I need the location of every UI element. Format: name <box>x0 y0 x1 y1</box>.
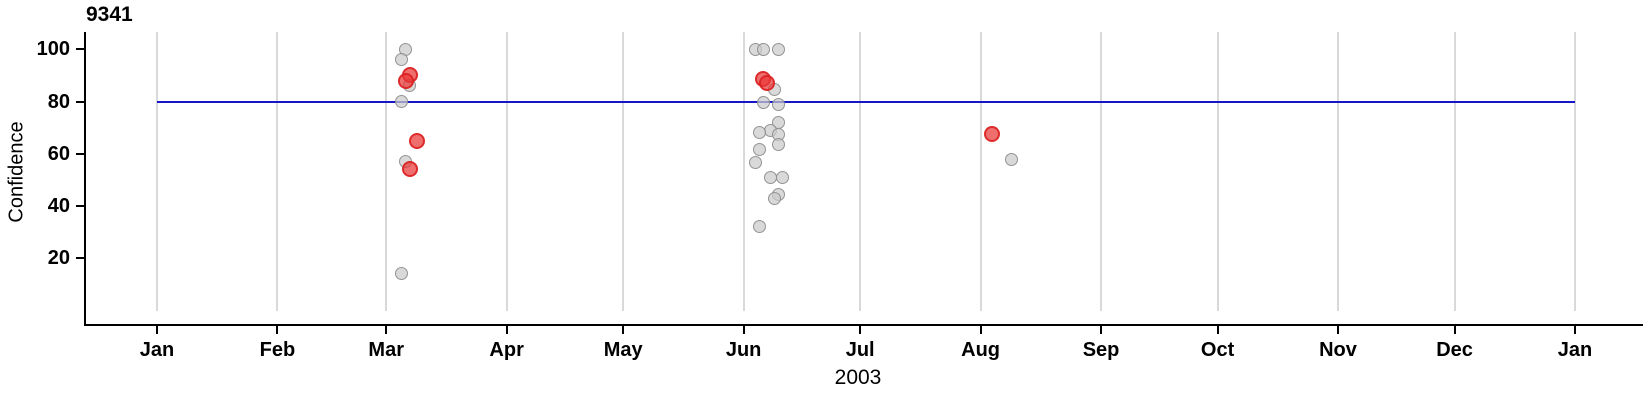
x-tick-label: Aug <box>961 339 1001 361</box>
x-tick-mark <box>1216 326 1219 334</box>
threshold-line <box>157 100 1575 103</box>
y-tick-label: 60 <box>47 142 70 165</box>
month-gridline <box>979 32 982 311</box>
month-gridline <box>1100 32 1103 311</box>
x-tick-label: May <box>603 339 643 361</box>
y-tick-mark <box>76 152 84 155</box>
y-tick-mark <box>76 205 84 208</box>
x-tick-label: Nov <box>1319 339 1357 361</box>
y-tick-mark <box>76 100 84 103</box>
data-point-gray-points <box>395 53 409 67</box>
month-gridline <box>742 32 745 311</box>
x-tick-label: Jan <box>1557 339 1593 361</box>
x-axis-label: 2003 <box>834 366 882 389</box>
x-tick-mark <box>156 326 158 334</box>
data-point-gray-points <box>1005 152 1019 166</box>
month-gridline <box>1337 32 1340 311</box>
data-point-gray-points <box>768 191 782 205</box>
x-tick-label: Dec <box>1436 339 1473 361</box>
y-tick-mark <box>76 48 84 51</box>
month-gridline <box>1574 32 1576 311</box>
month-gridline <box>156 32 158 311</box>
data-point-red-points <box>401 161 418 178</box>
x-tick-mark <box>742 326 745 334</box>
x-tick-mark <box>1574 326 1576 334</box>
month-gridline <box>505 32 508 311</box>
data-point-gray-points <box>756 96 770 110</box>
month-gridline <box>276 32 279 311</box>
month-gridline <box>385 32 388 311</box>
plot-title: 9341 <box>86 3 133 26</box>
x-tick-mark <box>505 326 508 334</box>
data-point-gray-points <box>395 267 409 281</box>
y-tick-label: 100 <box>36 38 70 61</box>
y-tick-label: 80 <box>47 90 70 113</box>
data-point-gray-points <box>752 220 766 234</box>
data-point-gray-points <box>772 97 786 111</box>
x-tick-label: Feb <box>259 339 296 361</box>
data-point-red-points <box>397 72 414 89</box>
x-tick-label: Sep <box>1082 339 1120 361</box>
x-tick-label: Jul <box>845 339 875 361</box>
month-gridline <box>859 32 862 311</box>
y-tick-mark <box>76 257 84 260</box>
data-point-gray-points <box>772 138 786 152</box>
data-point-gray-points <box>756 42 770 56</box>
x-tick-label: Jun <box>725 339 762 361</box>
y-tick-label: 20 <box>47 247 70 270</box>
data-point-gray-points <box>752 126 766 140</box>
data-point-red-points <box>409 132 426 149</box>
x-tick-mark <box>1453 326 1456 334</box>
month-gridline <box>1453 32 1456 311</box>
x-tick-label: Mar <box>368 339 404 361</box>
x-axis-line <box>84 324 1643 326</box>
x-tick-label: Apr <box>489 339 524 361</box>
x-tick-mark <box>1100 326 1103 334</box>
data-point-gray-points <box>775 170 789 184</box>
data-point-red-points <box>984 126 1001 143</box>
y-tick-label: 40 <box>47 195 70 218</box>
x-tick-mark <box>859 326 862 334</box>
x-tick-mark <box>385 326 388 334</box>
data-point-red-points <box>758 75 775 92</box>
x-tick-label: Oct <box>1200 339 1235 361</box>
data-point-gray-points <box>752 143 766 157</box>
x-tick-mark <box>979 326 982 334</box>
x-tick-label: Jan <box>139 339 175 361</box>
month-gridline <box>1216 32 1219 311</box>
x-tick-mark <box>276 326 279 334</box>
month-gridline <box>622 32 625 311</box>
y-axis-line <box>84 32 86 326</box>
data-point-gray-points <box>772 42 786 56</box>
data-point-gray-points <box>395 95 409 109</box>
data-point-gray-points <box>748 156 762 170</box>
x-tick-mark <box>1337 326 1340 334</box>
x-tick-mark <box>622 326 625 334</box>
